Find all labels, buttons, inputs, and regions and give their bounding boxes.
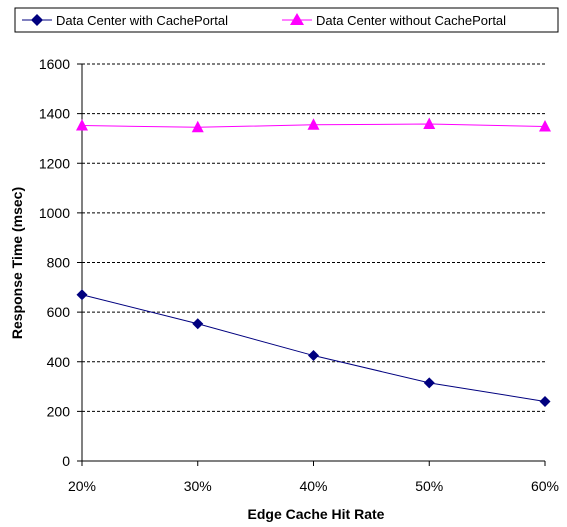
series-1-point-2 xyxy=(192,318,204,330)
series-group xyxy=(76,117,551,407)
y-tick-label-7: 1400 xyxy=(39,106,70,122)
x-tick-label-1: 30% xyxy=(184,478,212,494)
series-1-point-4 xyxy=(423,377,435,389)
y-tick-label-3: 600 xyxy=(47,304,71,320)
series-line-1 xyxy=(81,294,546,402)
y-tick-label-1: 200 xyxy=(47,403,71,419)
legend-label-series-2: Data Center without CachePortal xyxy=(316,13,506,28)
series-2-point-2 xyxy=(191,120,204,133)
x-tick-labels: 20% 30% 40% 50% 60% xyxy=(68,478,559,494)
series-1-point-1 xyxy=(76,289,88,301)
series-2-point-4 xyxy=(423,117,436,130)
series-1-point-5 xyxy=(539,395,551,407)
y-tick-label-2: 400 xyxy=(47,354,71,370)
x-tick-label-4: 60% xyxy=(531,478,559,494)
series-1-point-3 xyxy=(308,350,319,362)
y-axis-title: Response Time (msec) xyxy=(9,187,25,339)
legend: Data Center with CachePortal Data Center… xyxy=(14,7,559,33)
y-tick-label-6: 1200 xyxy=(39,155,70,171)
gridlines xyxy=(82,63,545,412)
legend-label-series-1: Data Center with CachePortal xyxy=(56,13,228,28)
legend-marker-series-2 xyxy=(290,13,304,25)
legend-marker-series-1 xyxy=(31,14,43,26)
x-axis-title: Edge Cache Hit Rate xyxy=(248,506,385,522)
x-tick-label-3: 50% xyxy=(415,478,443,494)
x-tick-label-0: 20% xyxy=(68,478,96,494)
y-tick-label-8: 1600 xyxy=(39,56,70,72)
y-tick-labels: 0 200 400 600 800 1000 1200 1400 1600 xyxy=(39,56,70,469)
series-2-point-5 xyxy=(539,120,551,132)
series-2-point-1 xyxy=(76,119,88,131)
y-tick-label-5: 1000 xyxy=(39,205,70,221)
x-tick-label-2: 40% xyxy=(299,478,327,494)
series-2-point-3 xyxy=(307,118,320,130)
y-tick-label-4: 800 xyxy=(47,255,71,271)
y-tick-label-0: 0 xyxy=(62,453,70,469)
